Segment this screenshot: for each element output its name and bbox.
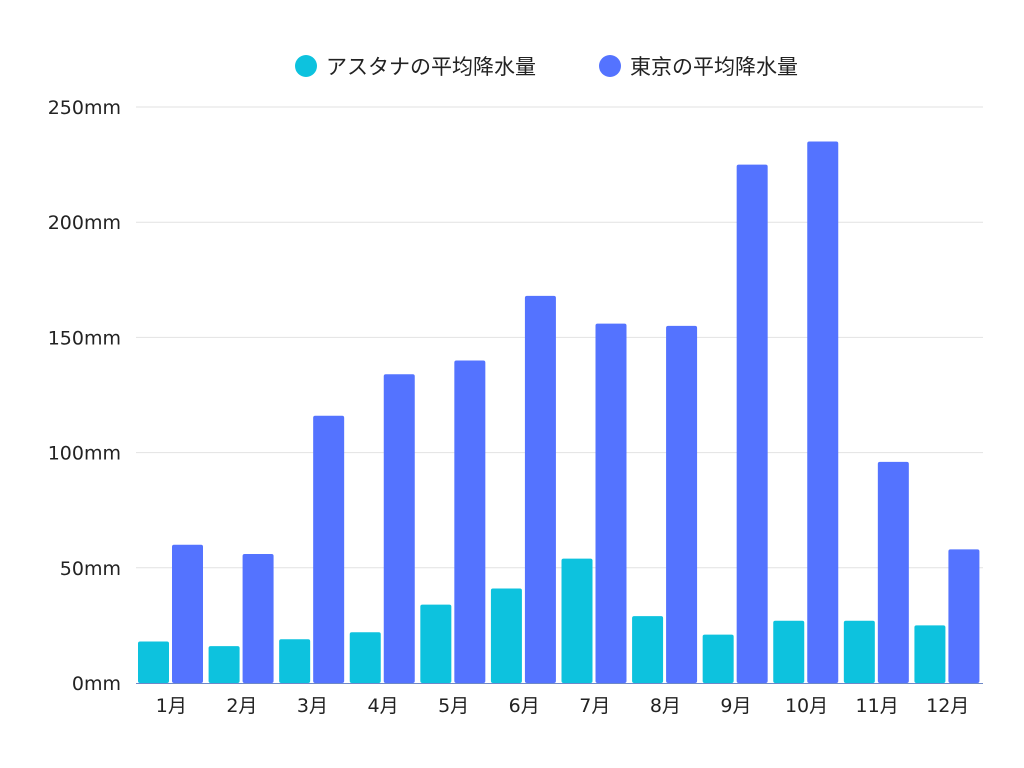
y-axis-ticks: 0mm 50mm 100mm 150mm 200mm 250mm bbox=[48, 97, 121, 695]
y-tick-label: 0mm bbox=[72, 673, 121, 695]
x-tick-label: 6月 bbox=[509, 695, 540, 717]
x-tick-label: 11月 bbox=[856, 695, 899, 717]
bar-tokyo bbox=[666, 325, 698, 683]
gridlines bbox=[136, 106, 983, 569]
bar-tokyo bbox=[454, 360, 486, 683]
bar-astana bbox=[279, 639, 311, 683]
x-tick-label: 4月 bbox=[367, 695, 398, 717]
bar-tokyo bbox=[313, 415, 345, 683]
bar-astana bbox=[773, 620, 805, 683]
bar-astana bbox=[420, 604, 452, 683]
bar-tokyo bbox=[524, 295, 556, 683]
bar-astana bbox=[208, 646, 240, 683]
x-tick-label: 1月 bbox=[156, 695, 187, 717]
bar-tokyo bbox=[172, 544, 203, 683]
bar-astana bbox=[702, 634, 734, 683]
bar-astana bbox=[349, 632, 381, 683]
bar-tokyo bbox=[877, 461, 909, 683]
bar-tokyo bbox=[242, 553, 274, 683]
bar-astana bbox=[914, 625, 946, 683]
legend-marker-astana bbox=[295, 55, 317, 77]
bar-tokyo bbox=[948, 549, 980, 683]
y-tick-label: 100mm bbox=[48, 443, 121, 465]
bar-tokyo bbox=[807, 141, 839, 683]
x-tick-label: 5月 bbox=[438, 695, 469, 717]
bar-astana bbox=[843, 620, 875, 683]
x-tick-label: 2月 bbox=[226, 695, 257, 717]
bar-tokyo bbox=[736, 164, 768, 684]
y-tick-label: 250mm bbox=[48, 97, 121, 119]
y-tick-label: 200mm bbox=[48, 212, 121, 234]
legend-label-astana: アスタナの平均降水量 bbox=[326, 55, 536, 79]
bar-astana bbox=[561, 558, 593, 683]
x-tick-label: 9月 bbox=[720, 695, 751, 717]
legend-label-tokyo: 東京の平均降水量 bbox=[630, 55, 798, 79]
x-axis-ticks: 1月 2月 3月 4月 5月 6月 7月 8月 9月 10月 11月 12月 bbox=[156, 695, 970, 717]
x-tick-label: 12月 bbox=[926, 695, 969, 717]
x-tick-label: 8月 bbox=[650, 695, 681, 717]
bar-tokyo bbox=[595, 323, 627, 683]
bar-tokyo bbox=[383, 374, 415, 683]
bar-astana bbox=[632, 616, 664, 683]
bar-astana bbox=[138, 641, 169, 683]
legend-marker-tokyo bbox=[599, 55, 621, 77]
x-tick-label: 3月 bbox=[297, 695, 328, 717]
y-tick-label: 150mm bbox=[48, 327, 121, 349]
x-tick-label: 7月 bbox=[579, 695, 610, 717]
bar-astana bbox=[490, 588, 522, 683]
y-tick-label: 50mm bbox=[60, 558, 121, 580]
bars bbox=[138, 141, 980, 684]
chart-legend: アスタナの平均降水量 東京の平均降水量 bbox=[295, 55, 798, 79]
x-tick-label: 10月 bbox=[785, 695, 828, 717]
